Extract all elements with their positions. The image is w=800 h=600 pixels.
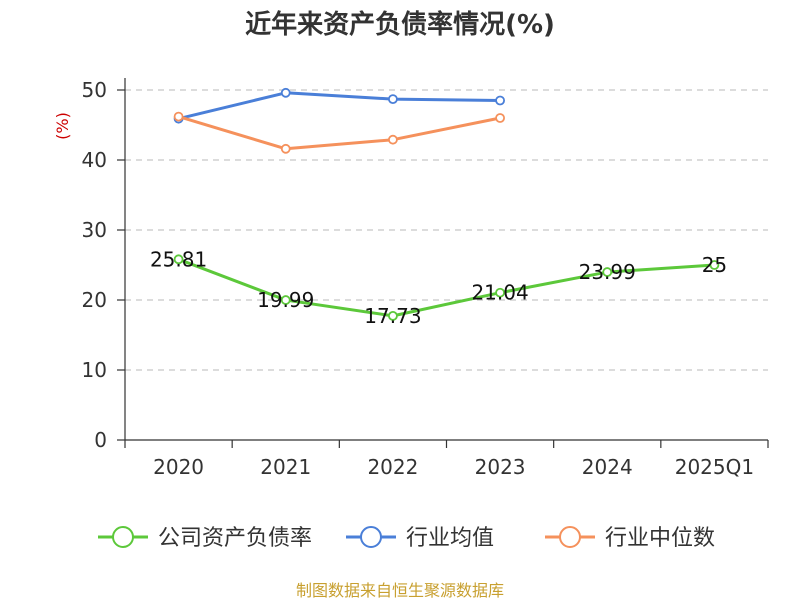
data-point-1-1 <box>280 87 291 98</box>
data-point-0-1 <box>280 295 291 305</box>
data-label-0-3: 21.04 <box>471 281 528 305</box>
data-point-0-0 <box>173 254 184 265</box>
x-tick-label-2025Q1: 2025Q1 <box>675 455 754 479</box>
axes: 0 10 20 30 40 50 2020 2021 2022 2023 2024 2025Q1 <box>82 78 769 479</box>
series-line-2 <box>178 115 501 151</box>
data-label-0-4: 23.99 <box>579 260 636 284</box>
data-point-2-3 <box>495 113 505 123</box>
data-point-0-2 <box>388 310 398 321</box>
data-label-0-0: 25.81 <box>150 247 207 271</box>
series-line-0 <box>178 257 715 318</box>
x-tick-label-2020: 2020 <box>153 455 204 479</box>
data-point-0-4 <box>602 267 613 277</box>
data-point-2-1 <box>280 143 291 154</box>
y-tick-label-0: 0 <box>94 428 107 452</box>
legend-marker-1 <box>360 526 382 548</box>
data-point-1-3 <box>495 95 505 106</box>
data-point-0-3 <box>495 287 505 298</box>
data-label-0-2: 17.73 <box>364 304 421 328</box>
y-axis-label: (%) <box>53 112 72 140</box>
legend-marker-2 <box>559 526 581 548</box>
legend-marker-0 <box>112 526 134 548</box>
y-tick-label-10: 10 <box>82 358 107 382</box>
data-labels: 25.81 19.99 17.73 21.04 23.99 25 <box>150 247 727 328</box>
legend-label-2: 行业中位数 <box>605 526 715 551</box>
data-label-0-5: 25 <box>702 253 727 277</box>
series-layer <box>173 87 720 321</box>
x-tick-label-2023: 2023 <box>475 455 526 479</box>
x-tick-label-2024: 2024 <box>582 455 633 479</box>
x-tick-label-2022: 2022 <box>367 455 418 479</box>
y-tick-label-50: 50 <box>82 78 107 102</box>
source-note: 制图数据来自恒生聚源数据库 <box>296 581 504 600</box>
x-tick-label-2021: 2021 <box>260 455 311 479</box>
y-tick-label-40: 40 <box>82 148 107 172</box>
data-point-1-2 <box>388 94 398 104</box>
y-tick-label-20: 20 <box>82 288 107 312</box>
legend-label-1: 行业均值 <box>406 526 494 551</box>
chart-title: 近年来资产负债率情况(%) <box>245 9 555 40</box>
data-point-2-2 <box>388 134 398 145</box>
data-point-2-0 <box>173 111 184 122</box>
y-tick-label-30: 30 <box>82 218 107 242</box>
legend: 公司资产负债率 行业均值 行业中位数 <box>98 526 715 551</box>
legend-label-0: 公司资产负债率 <box>158 526 312 551</box>
data-label-0-1: 19.99 <box>257 288 314 312</box>
series-line-1 <box>178 91 501 121</box>
data-point-0-5 <box>709 260 720 270</box>
grid-lines <box>125 89 768 371</box>
